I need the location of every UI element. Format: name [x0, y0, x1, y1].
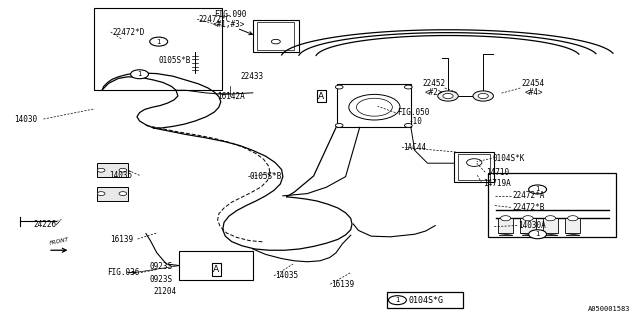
- Text: 1: 1: [156, 39, 161, 44]
- Bar: [520, 218, 536, 233]
- Text: 14035: 14035: [109, 171, 132, 180]
- Text: 22472*A: 22472*A: [512, 191, 545, 200]
- Text: 14030: 14030: [14, 115, 37, 124]
- Circle shape: [568, 216, 578, 221]
- Text: 1AC44: 1AC44: [403, 143, 426, 152]
- Text: 14719A: 14719A: [483, 179, 511, 188]
- Text: FIG.036: FIG.036: [108, 268, 140, 277]
- Circle shape: [443, 93, 453, 99]
- Text: 0104S*G: 0104S*G: [409, 296, 444, 305]
- Text: 22452: 22452: [422, 79, 445, 88]
- Text: 21204: 21204: [154, 287, 177, 296]
- Text: 0105S*B: 0105S*B: [250, 172, 282, 181]
- Text: 14710: 14710: [486, 168, 509, 177]
- Text: -10: -10: [408, 117, 422, 126]
- Text: 16139: 16139: [110, 235, 133, 244]
- Text: 16139: 16139: [332, 280, 355, 289]
- Text: 24226: 24226: [33, 220, 56, 229]
- Text: A: A: [213, 265, 220, 274]
- Text: <#4>: <#4>: [525, 88, 543, 97]
- Text: <#2>: <#2>: [425, 88, 444, 97]
- Bar: [543, 218, 558, 233]
- Circle shape: [150, 37, 168, 46]
- Text: 0104S*K: 0104S*K: [493, 154, 525, 163]
- Circle shape: [335, 124, 343, 127]
- Bar: [253, 20, 299, 52]
- Circle shape: [467, 159, 482, 166]
- Text: 14030A: 14030A: [518, 221, 546, 230]
- Circle shape: [119, 192, 127, 196]
- Bar: [454, 152, 494, 182]
- Text: 22433: 22433: [241, 72, 264, 81]
- Circle shape: [335, 85, 343, 89]
- Circle shape: [473, 91, 493, 101]
- Bar: [565, 218, 580, 233]
- Text: 22472*D: 22472*D: [112, 28, 145, 36]
- Text: A050001583: A050001583: [588, 306, 630, 312]
- Circle shape: [271, 39, 280, 44]
- Bar: [337, 84, 411, 127]
- Text: FIG.050: FIG.050: [397, 108, 429, 117]
- Text: 16142A: 16142A: [218, 92, 245, 100]
- Bar: [179, 251, 253, 280]
- Circle shape: [545, 216, 556, 221]
- Text: 22454: 22454: [522, 79, 545, 88]
- Text: 22472*B: 22472*B: [512, 203, 545, 212]
- Bar: [97, 163, 128, 177]
- Circle shape: [404, 85, 412, 89]
- Text: 1: 1: [137, 71, 142, 77]
- Circle shape: [404, 124, 412, 127]
- Circle shape: [500, 216, 511, 221]
- Circle shape: [97, 168, 105, 172]
- Circle shape: [523, 216, 533, 221]
- Text: 1: 1: [535, 187, 540, 192]
- Circle shape: [131, 70, 148, 79]
- Text: A: A: [318, 92, 324, 100]
- Text: FIG.090: FIG.090: [214, 10, 247, 19]
- Text: 0105S*B: 0105S*B: [159, 56, 191, 65]
- Bar: [257, 22, 294, 50]
- Text: 1: 1: [395, 297, 400, 303]
- Bar: [458, 154, 490, 180]
- Circle shape: [119, 168, 127, 172]
- Bar: [97, 187, 128, 201]
- Circle shape: [478, 93, 488, 99]
- Circle shape: [97, 192, 105, 196]
- Circle shape: [529, 185, 547, 194]
- Bar: [498, 218, 513, 233]
- Circle shape: [529, 230, 547, 239]
- Text: 1: 1: [535, 231, 540, 237]
- Circle shape: [438, 91, 458, 101]
- Bar: [387, 292, 463, 308]
- Text: <#1,#3>: <#1,#3>: [213, 20, 246, 28]
- Bar: [488, 173, 616, 237]
- Text: 22472*C: 22472*C: [198, 15, 231, 24]
- Text: 0923S: 0923S: [149, 275, 172, 284]
- Text: FRONT: FRONT: [49, 237, 69, 246]
- Circle shape: [388, 296, 406, 305]
- Text: 14035: 14035: [275, 271, 298, 280]
- Text: 0923S: 0923S: [149, 262, 172, 271]
- Bar: [94, 8, 222, 90]
